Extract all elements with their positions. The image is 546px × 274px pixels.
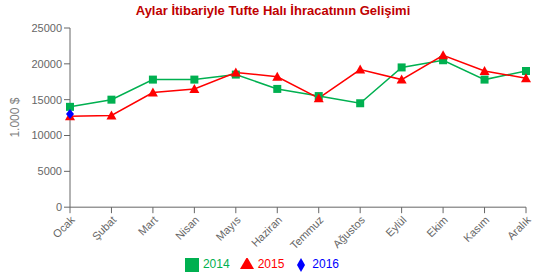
svg-text:Nisan: Nisan: [173, 214, 201, 242]
svg-text:20000: 20000: [31, 58, 62, 70]
svg-text:0: 0: [56, 201, 62, 213]
svg-text:Ocak: Ocak: [50, 213, 77, 240]
html-text:2016: 2016: [312, 257, 339, 272]
svg-text:Eylül: Eylül: [383, 214, 408, 239]
svg-text:Kasım: Kasım: [461, 214, 492, 245]
svg-text:15000: 15000: [31, 94, 62, 106]
svg-text:Temmuz: Temmuz: [288, 214, 326, 252]
html-text:2014: 2014: [202, 257, 230, 272]
svg-text:10000: 10000: [31, 129, 62, 141]
svg-text:Mayıs: Mayıs: [214, 213, 244, 243]
svg-text:Aralık: Aralık: [505, 213, 534, 242]
svg-text:25000: 25000: [31, 22, 62, 34]
svg-text:Ekim: Ekim: [424, 214, 450, 240]
html-text:2015: 2015: [257, 257, 285, 272]
svg-text:Haziran: Haziran: [249, 214, 284, 249]
html-text:Aylar İtibariyle Tufte Halı İh: Aylar İtibariyle Tufte Halı İhracatının …: [135, 3, 411, 18]
svg-text:1.000 $: 1.000 $: [8, 97, 22, 137]
svg-text:Ağustos: Ağustos: [331, 213, 368, 250]
svg-text:5000: 5000: [38, 165, 62, 177]
svg-text:Mart: Mart: [136, 214, 160, 238]
svg-text:Şubat: Şubat: [90, 214, 119, 243]
